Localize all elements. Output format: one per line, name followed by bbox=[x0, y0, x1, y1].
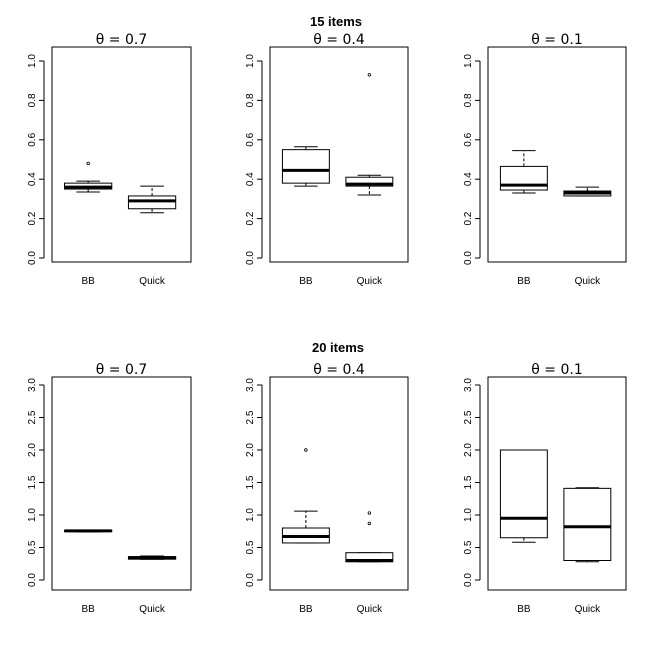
panel-frame bbox=[51, 46, 192, 263]
x-category-label: BB bbox=[81, 276, 95, 287]
y-tick-label: 2.5 bbox=[27, 410, 38, 424]
y-tick-label: 0.8 bbox=[245, 93, 256, 107]
box-quick bbox=[127, 185, 177, 214]
y-tick-label: 3.0 bbox=[463, 378, 474, 392]
box-iqr bbox=[345, 176, 394, 187]
box-bb bbox=[64, 529, 113, 533]
y-tick-label: 0.0 bbox=[27, 251, 38, 265]
y-tick-label: 0.0 bbox=[463, 573, 474, 587]
panel-title: θ = 0.4 bbox=[313, 362, 365, 378]
y-tick-label: 1.0 bbox=[27, 54, 38, 68]
x-category-label: BB bbox=[299, 276, 313, 287]
panel-title: θ = 0.1 bbox=[531, 32, 582, 48]
y-tick-label: 3.0 bbox=[245, 378, 256, 392]
y-tick-label: 0.6 bbox=[463, 132, 474, 146]
y-tick-label: 1.5 bbox=[27, 475, 38, 489]
x-category-label: Quick bbox=[139, 276, 166, 287]
y-tick-label: 0.0 bbox=[245, 573, 256, 587]
y-tick-label: 0.2 bbox=[245, 211, 256, 225]
box-iqr bbox=[281, 149, 330, 184]
y-tick-label: 1.0 bbox=[463, 508, 474, 522]
panel-title: θ = 0.7 bbox=[96, 32, 147, 48]
y-tick-label: 0.8 bbox=[27, 93, 38, 107]
x-category-label: BB bbox=[517, 604, 531, 615]
box-iqr bbox=[499, 449, 548, 539]
panel-5: θ = 0.4 0.0 0.5 1.0 1.5 2.0 2.5 3.0 BB Quick bbox=[245, 362, 409, 615]
box-quick bbox=[563, 487, 612, 563]
box-quick bbox=[345, 511, 394, 563]
box-quick bbox=[563, 186, 612, 197]
y-tick-label: 0.6 bbox=[245, 132, 256, 146]
y-tick-label: 0.4 bbox=[27, 172, 38, 186]
box-bb bbox=[499, 150, 548, 194]
panel-frame bbox=[269, 46, 409, 263]
x-category-label: BB bbox=[81, 604, 95, 615]
y-tick-label: 1.0 bbox=[27, 508, 38, 522]
box-quick bbox=[345, 73, 394, 196]
group-title-20-items: 20 items bbox=[312, 340, 364, 355]
x-category-label: BB bbox=[517, 276, 531, 287]
box-bb bbox=[281, 448, 330, 544]
y-tick-label: 2.5 bbox=[245, 410, 256, 424]
panel-6: θ = 0.1 0.0 0.5 1.0 1.5 2.0 2.5 3.0 BB Quick bbox=[463, 362, 627, 615]
y-tick-label: 0.5 bbox=[463, 540, 474, 554]
panel-1: θ = 0.7 0.0 0.2 0.4 0.6 0.8 1.0 BB Quick bbox=[27, 32, 192, 287]
y-tick-label: 0.2 bbox=[27, 211, 38, 225]
group-title-15-items: 15 items bbox=[310, 14, 362, 29]
panel-frame bbox=[487, 46, 627, 263]
panel-3: θ = 0.1 0.0 0.2 0.4 0.6 0.8 1.0 BB Quick bbox=[463, 32, 627, 287]
panel-frame bbox=[269, 376, 409, 591]
x-category-label: Quick bbox=[575, 604, 602, 615]
x-category-label: Quick bbox=[357, 276, 384, 287]
x-category-label: BB bbox=[299, 604, 313, 615]
box-quick bbox=[127, 555, 177, 560]
outlier-point bbox=[304, 448, 308, 452]
outlier-point bbox=[367, 511, 372, 515]
y-tick-label: 1.5 bbox=[245, 475, 256, 489]
y-tick-label: 2.5 bbox=[463, 410, 474, 424]
y-tick-label: 0.0 bbox=[245, 251, 256, 265]
panel-title: θ = 0.4 bbox=[313, 32, 365, 48]
x-category-label: Quick bbox=[575, 276, 602, 287]
panel-2: θ = 0.4 0.0 0.2 0.4 0.6 0.8 1.0 BB Quick bbox=[245, 32, 409, 287]
y-tick-label: 0.4 bbox=[463, 172, 474, 186]
panel-4: θ = 0.7 0.0 0.5 1.0 1.5 2.0 2.5 3.0 BB Quick bbox=[27, 362, 192, 615]
y-tick-label: 1.0 bbox=[245, 54, 256, 68]
y-tick-label: 0.2 bbox=[463, 211, 474, 225]
y-tick-label: 2.0 bbox=[463, 443, 474, 457]
box-iqr bbox=[563, 487, 612, 562]
y-tick-label: 0.5 bbox=[245, 540, 256, 554]
panel-title: θ = 0.1 bbox=[531, 362, 582, 378]
outlier-point bbox=[367, 73, 372, 77]
y-tick-label: 0.0 bbox=[463, 251, 474, 265]
y-tick-label: 3.0 bbox=[27, 378, 38, 392]
box-bb bbox=[64, 161, 113, 193]
panels: θ = 0.7 0.0 0.2 0.4 0.6 0.8 1.0 BB Quick θ = 0.4 0… bbox=[27, 32, 627, 615]
y-tick-label: 0.0 bbox=[27, 573, 38, 587]
x-category-label: Quick bbox=[139, 604, 166, 615]
outlier-point bbox=[86, 161, 90, 166]
box-bb bbox=[499, 449, 548, 543]
y-tick-label: 0.4 bbox=[245, 172, 256, 186]
y-tick-label: 1.5 bbox=[463, 475, 474, 489]
panel-frame bbox=[51, 376, 192, 591]
panel-frame bbox=[487, 376, 627, 591]
x-category-label: Quick bbox=[357, 604, 384, 615]
y-tick-label: 0.6 bbox=[27, 132, 38, 146]
y-tick-label: 0.8 bbox=[463, 93, 474, 107]
y-tick-label: 2.0 bbox=[245, 443, 256, 457]
box-bb bbox=[281, 146, 330, 187]
y-tick-label: 1.0 bbox=[245, 508, 256, 522]
y-tick-label: 0.5 bbox=[27, 540, 38, 554]
outlier-point bbox=[367, 521, 372, 526]
y-tick-label: 2.0 bbox=[27, 443, 38, 457]
panel-title: θ = 0.7 bbox=[96, 362, 147, 378]
y-tick-label: 1.0 bbox=[463, 54, 474, 68]
